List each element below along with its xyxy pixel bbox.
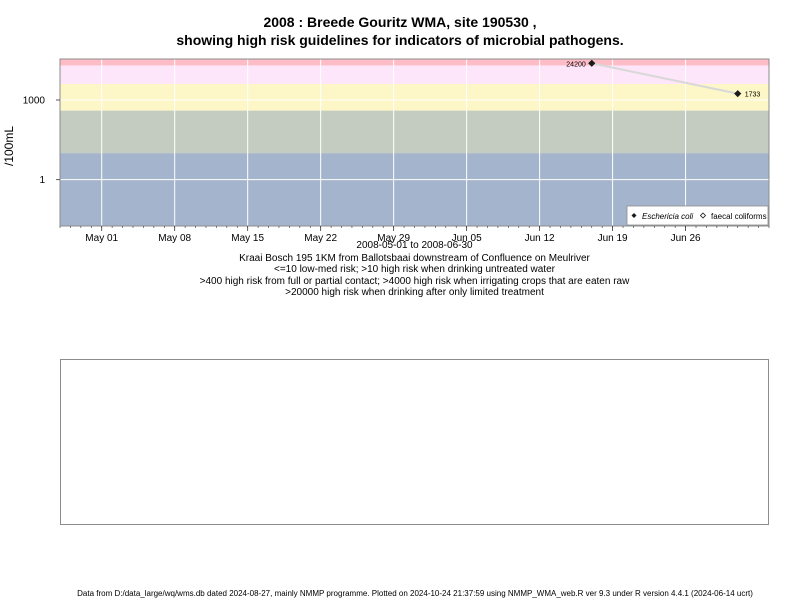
x-tick-label-2: May 15 xyxy=(231,233,264,244)
data-labels: 24200 1733 xyxy=(566,61,760,98)
gridlines xyxy=(60,59,769,226)
x-tick-label-0: May 01 xyxy=(85,233,118,244)
y-axis-ticks: 1 1000 xyxy=(23,96,60,186)
data-label-0-1: 1733 xyxy=(745,92,761,99)
x-tick-label-5: Jun 05 xyxy=(452,233,482,244)
caption-guideline-2: >400 high risk from full or partial cont… xyxy=(199,276,630,287)
y-axis-label: /100mL xyxy=(2,126,16,166)
y-tick-label-1: 1000 xyxy=(23,96,46,107)
x-tick-label-8: Jun 26 xyxy=(671,233,701,244)
caption-site: Kraai Bosch 195 1KM from Ballotsbaai dow… xyxy=(239,253,590,264)
legend-marker-faecal xyxy=(699,212,707,219)
x-tick-label-6: Jun 12 xyxy=(525,233,555,244)
legend-marker-ecoli xyxy=(631,213,637,218)
y-tick-label-0: 1 xyxy=(39,175,45,186)
guideline-bands xyxy=(60,59,769,226)
footer-note: Data from D:/data_large/wq/wms.db dated … xyxy=(77,589,753,598)
legend-box xyxy=(626,205,769,226)
upper-chart: 24200 1733 May 01 May 08 May 15 May 22 May 29… xyxy=(2,58,770,244)
series-line-0 xyxy=(591,62,738,95)
data-point-0-0 xyxy=(588,59,596,67)
caption-guideline-1: <=10 low-med risk; >10 high risk when dr… xyxy=(274,264,555,275)
legend: Eschericia coli faecal coliforms xyxy=(626,205,769,226)
data-label-0-0: 24200 xyxy=(566,61,586,68)
guideline-band-1 xyxy=(60,110,769,154)
chart-title-line-1: 2008 : Breede Gouritz WMA, site 190530 , xyxy=(263,14,537,30)
x-tick-label-3: May 22 xyxy=(304,233,337,244)
x-tick-label-1: May 08 xyxy=(158,233,191,244)
data-points xyxy=(588,59,742,98)
x-tick-label-7: Jun 19 xyxy=(598,233,628,244)
legend-label-faecal: faecal coliforms xyxy=(711,212,767,221)
lower-empty-panel xyxy=(60,359,769,525)
guideline-band-2 xyxy=(60,84,769,111)
guideline-band-3 xyxy=(60,65,769,85)
chart-title-line-2: showing high risk guidelines for indicat… xyxy=(176,32,624,48)
x-axis-ticks: May 01 May 08 May 15 May 22 May 29 Jun 05 Jun … xyxy=(59,226,770,244)
x-tick-label-4: May 29 xyxy=(377,233,410,244)
guideline-band-4 xyxy=(60,59,769,66)
legend-label-ecoli: Eschericia coli xyxy=(642,212,693,221)
series-lines xyxy=(591,62,738,95)
caption-guideline-3: >20000 high risk when drinking after onl… xyxy=(285,287,544,298)
data-point-0-1 xyxy=(734,90,742,98)
caption-date-range: 2008-05-01 to 2008-06-30 xyxy=(356,240,473,251)
